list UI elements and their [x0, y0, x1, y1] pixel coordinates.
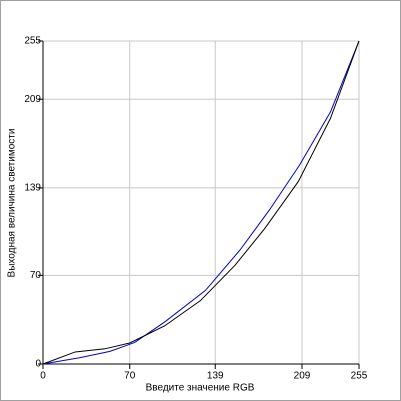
- y-tick-label: 70: [30, 270, 42, 281]
- y-tick-label: 209: [24, 94, 41, 105]
- curve: [42, 40, 360, 365]
- y-tick-label: 0: [35, 359, 41, 370]
- curve: [42, 40, 360, 365]
- y-tick-label: 139: [24, 183, 41, 194]
- x-tick-label: 0: [40, 371, 46, 382]
- x-tick-label: 70: [124, 371, 136, 382]
- x-tick-label: 139: [207, 371, 224, 382]
- x-axis-title: Введите значение RGB: [146, 383, 255, 394]
- x-tick-label: 209: [294, 371, 311, 382]
- y-tick-label: 255: [24, 36, 41, 47]
- x-tick-label: 255: [351, 371, 368, 382]
- y-axis-title: Выходная величина светимости: [7, 129, 18, 278]
